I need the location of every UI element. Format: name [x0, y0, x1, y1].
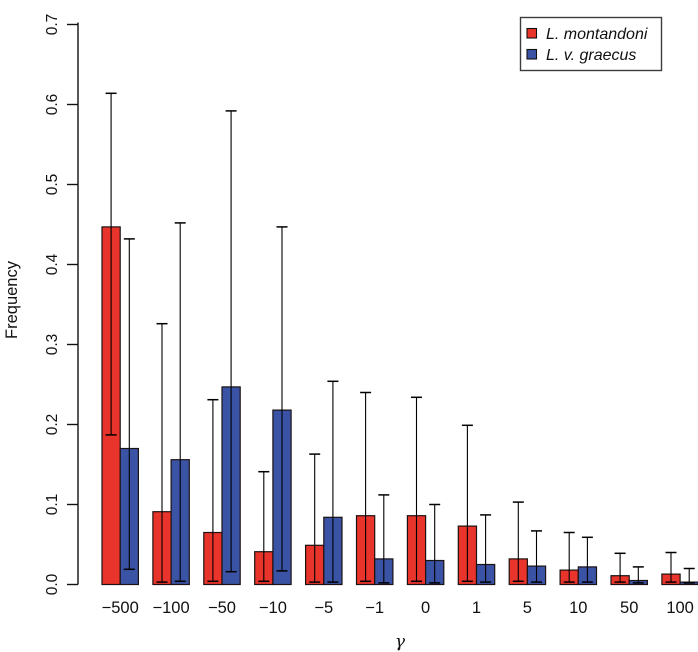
x-label-4: −5: [314, 599, 333, 617]
bars-area: [101, 226, 698, 586]
legend-marker-montandoni: [526, 27, 538, 39]
legend: L. montandoni L. v. graecus: [519, 16, 663, 72]
x-axis-title: γ: [395, 632, 406, 652]
legend-label-graecus: L. v. graecus: [546, 47, 636, 64]
x-label-11: 100: [666, 599, 694, 617]
x-label-6: 0: [421, 599, 430, 617]
y-tick-label: 0.2: [44, 414, 61, 436]
y-tick-label: 0.0: [44, 573, 61, 595]
legend-marker-graecus: [526, 48, 538, 60]
error-bars: [105, 92, 695, 584]
y-tick-label: 0.7: [44, 14, 61, 36]
y-tick-label: 0.1: [44, 494, 61, 516]
x-label-7: 1: [472, 599, 481, 617]
x-axis-labels: −500 −100 −50 −10 −5 −1 0 1 5 10 50 100: [102, 599, 694, 617]
x-label-0: −500: [102, 599, 139, 617]
y-axis-title: Frequency: [3, 260, 21, 339]
legend-label-montandoni: L. montandoni: [546, 26, 648, 43]
y-tick-label: 0.4: [44, 253, 61, 275]
x-label-10: 50: [620, 599, 638, 617]
x-label-2: −50: [208, 599, 236, 617]
y-tick-label: 0.3: [44, 334, 61, 356]
x-label-8: 5: [523, 599, 532, 617]
x-label-3: −10: [259, 599, 287, 617]
x-label-9: 10: [569, 599, 587, 617]
y-tick-label: 0.6: [44, 94, 61, 116]
y-axis: 0.0 0.1 0.2 0.3 0.4 0.5 0.6 0.7: [44, 14, 79, 595]
y-tick-label: 0.5: [44, 174, 61, 196]
x-label-5: −1: [365, 599, 384, 617]
legend-box: [519, 16, 663, 72]
x-label-1: −100: [153, 599, 190, 617]
